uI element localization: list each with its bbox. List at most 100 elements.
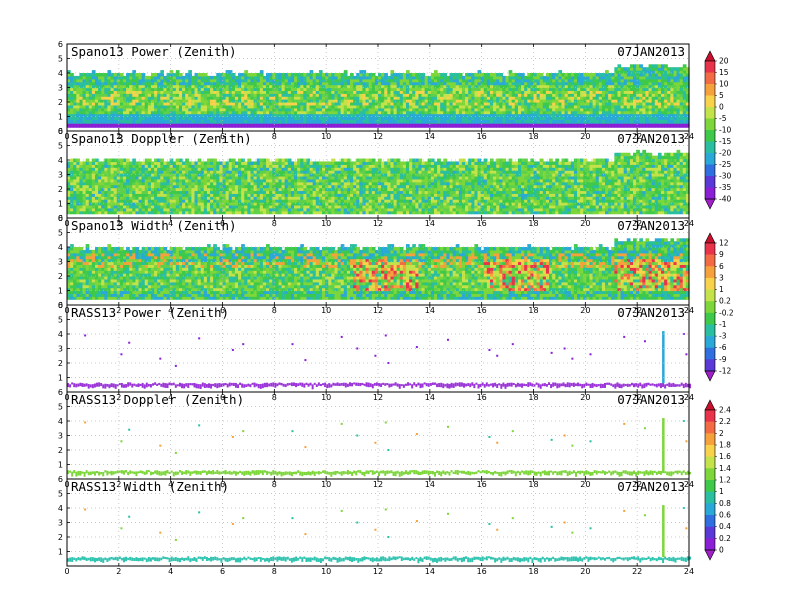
x-tick-label: 4	[168, 132, 173, 141]
scatter-point	[496, 354, 499, 357]
colorbar-label: -25	[719, 160, 731, 169]
panel-title: Spano13 Power (Zenith)	[71, 44, 237, 59]
scatter-point	[356, 521, 359, 524]
scatter-point	[198, 424, 201, 427]
scatter-point	[242, 343, 245, 346]
power-doppler-colorbar: 20 15 10 5 0 -5 -10 -15 -20 -25 -30 -35 -40	[704, 50, 731, 210]
colorbar-label: 1	[719, 487, 724, 496]
y-tick-label: 2	[58, 98, 63, 107]
x-tick-label: 22	[632, 306, 642, 315]
scatter-point	[128, 341, 131, 344]
scatter-point	[291, 517, 294, 520]
colorbar-label: 1.8	[719, 441, 731, 450]
panel-title: RASS13 Width (Zenith)	[71, 479, 229, 494]
y-tick-label: 4	[58, 69, 63, 78]
spike-mark	[662, 331, 665, 384]
data-layer	[67, 331, 691, 390]
scatter-point	[415, 433, 418, 436]
x-tick-label: 10	[321, 306, 331, 315]
colorbar-segment	[705, 277, 715, 290]
y-tick-label: 3	[58, 171, 63, 180]
x-tick-label: 22	[632, 480, 642, 489]
scatter-point	[304, 359, 307, 362]
y-tick-label: 3	[58, 519, 63, 528]
colorbar-label: 20	[719, 57, 729, 66]
x-tick-label: 2	[116, 480, 121, 489]
colorbar-label: -9	[719, 355, 727, 364]
scatter-point	[387, 449, 390, 451]
colorbar-label: -30	[719, 172, 731, 181]
scatter-point	[387, 536, 390, 538]
x-tick-label: 0	[64, 567, 69, 576]
colorbar-label: -5	[719, 114, 727, 123]
x-tick-label: 16	[477, 393, 487, 402]
y-tick-label: 5	[58, 403, 63, 412]
x-tick-label: 8	[272, 393, 277, 402]
scatter-point	[550, 525, 553, 528]
colorbar-label: -10	[719, 126, 731, 135]
x-tick-label: 4	[168, 393, 173, 402]
scatter-point	[589, 353, 592, 356]
colorbar-segment	[705, 153, 715, 165]
scatter-point	[415, 520, 418, 523]
colorbar-label: -35	[719, 183, 731, 192]
x-tick-label: 10	[321, 480, 331, 489]
scatter-point	[356, 434, 359, 437]
scatter-point	[242, 517, 245, 520]
colorbar-label: -12	[719, 367, 731, 376]
panel-title: RASS13 Doppler (Zenith)	[71, 392, 244, 407]
panel-date: 07JAN2013	[617, 44, 685, 59]
scatter-point	[387, 362, 390, 364]
colorbar-segment	[705, 107, 715, 119]
scatter-point	[84, 508, 87, 511]
x-tick-label: 16	[477, 480, 487, 489]
data-layer	[67, 418, 691, 477]
colorbar-label: -20	[719, 149, 731, 158]
colorbar-segment	[705, 410, 715, 422]
scatter-point	[563, 434, 566, 437]
scatter-point	[340, 509, 343, 512]
x-tick-label: 16	[477, 567, 487, 576]
scatter-point	[623, 509, 626, 512]
scatter-point	[550, 351, 553, 354]
colorbar-cap	[704, 50, 716, 62]
scatter-point	[120, 527, 123, 530]
scatter-point	[340, 335, 343, 338]
colorbar-segment	[705, 347, 715, 360]
colorbar-label: 5	[719, 91, 724, 100]
colorbar-segment	[705, 176, 715, 188]
y-tick-label: 2	[58, 185, 63, 194]
colorbar-label: 2	[719, 429, 724, 438]
x-tick-label: 8	[272, 567, 277, 576]
y-tick-label: 5	[58, 142, 63, 151]
scatter-point	[374, 354, 377, 357]
colorbar-segment	[705, 421, 715, 434]
x-tick-label: 18	[528, 480, 538, 489]
scatter-point	[589, 527, 592, 530]
panel-title: Spano13 Width (Zenith)	[71, 218, 237, 233]
scatter-point	[384, 334, 387, 337]
colorbar-label: 0	[719, 103, 724, 112]
x-tick-label: 24	[684, 567, 694, 576]
colorbar-label: 0.2	[719, 297, 731, 306]
scatter-point	[174, 451, 177, 454]
scatter-point	[571, 531, 574, 534]
scatter-point	[571, 357, 574, 360]
scatter-point	[384, 508, 387, 511]
colorbar-label: -0.2	[719, 308, 734, 317]
colorbar-segment	[705, 359, 715, 372]
y-tick-label: 1	[58, 548, 63, 557]
scatter-point	[304, 533, 307, 536]
colorbar-label: 0.4	[719, 522, 731, 531]
y-tick-label: 5	[58, 55, 63, 64]
colorbar-label: 2.2	[719, 417, 731, 426]
y-tick-label: 1	[58, 200, 63, 209]
x-tick-label: 14	[425, 306, 435, 315]
scatter-point	[356, 347, 359, 350]
x-tick-label: 2	[116, 132, 121, 141]
scatter-point	[84, 334, 87, 337]
y-tick-label: 4	[58, 156, 63, 165]
y-tick-label: 1	[58, 287, 63, 296]
scatter-point	[563, 521, 566, 524]
